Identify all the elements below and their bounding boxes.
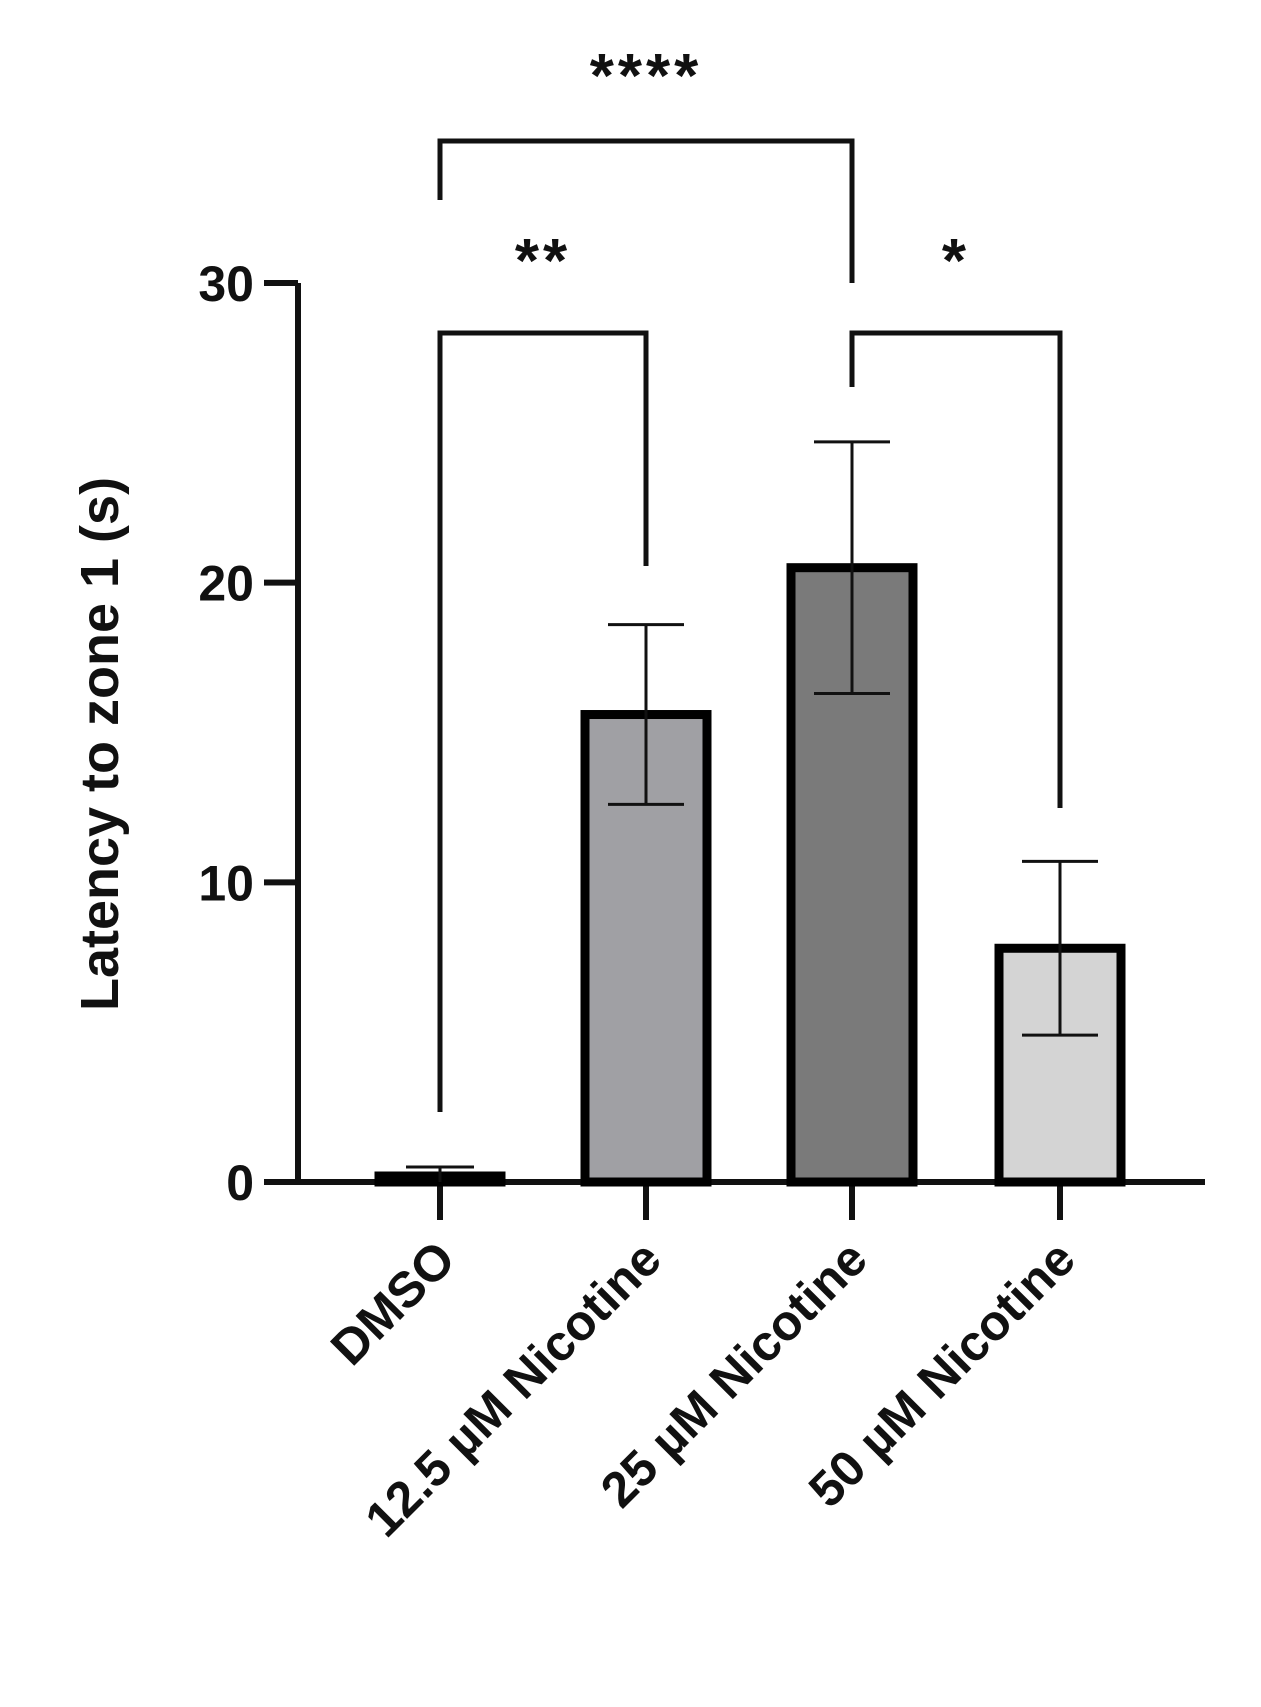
y-tick-label: 30	[198, 256, 254, 312]
significance-label: *	[942, 227, 970, 296]
y-axis-title: Latency to zone 1 (s)	[70, 477, 130, 1011]
y-tick-label: 20	[198, 556, 254, 612]
x-category-label: DMSO	[320, 1230, 466, 1376]
y-tick-label: 10	[198, 855, 254, 911]
significance-bracket	[437, 138, 855, 283]
significance-label: **	[515, 227, 571, 296]
significance-bracket	[849, 330, 1063, 808]
bars	[374, 563, 1126, 1187]
error-bars	[406, 440, 1098, 1182]
significance-label: ****	[590, 42, 703, 111]
significance-bracket	[437, 330, 649, 1112]
significance-brackets: *******	[437, 42, 1063, 1112]
y-tick-label: 0	[226, 1155, 254, 1211]
